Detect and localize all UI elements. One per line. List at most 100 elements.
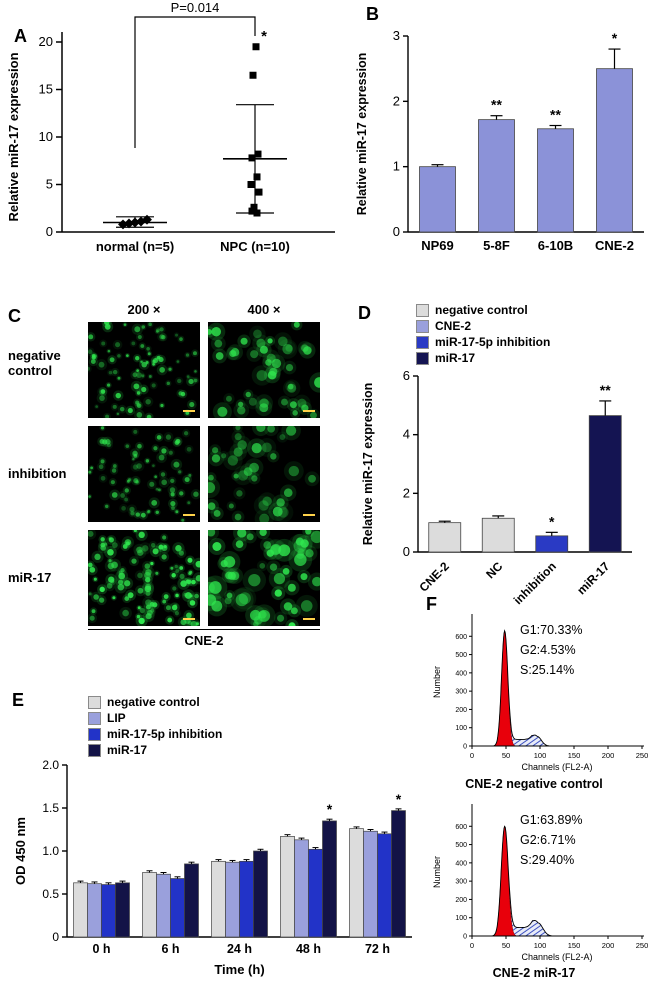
svg-text:6: 6 [403, 368, 410, 383]
svg-text:200: 200 [602, 751, 615, 760]
svg-text:**: ** [600, 382, 611, 398]
svg-text:OD 450 nm: OD 450 nm [13, 817, 28, 885]
svg-text:400: 400 [455, 860, 467, 867]
panel-c-row-label-mir17: miR-17 [8, 570, 52, 585]
svg-text:50: 50 [502, 751, 510, 760]
legend-swatch [416, 352, 429, 365]
legend-label: miR-17-5p inhibition [435, 335, 551, 349]
svg-text:Channels (FL2-A): Channels (FL2-A) [521, 762, 592, 772]
svg-text:4: 4 [403, 427, 410, 442]
svg-text:2: 2 [393, 93, 400, 108]
svg-text:150: 150 [568, 751, 581, 760]
legend-item: LIP [88, 712, 222, 725]
svg-text:100: 100 [455, 915, 467, 922]
legend-item: miR-17 [88, 744, 222, 757]
panel-c-row-label-negative-control: negative control [8, 348, 61, 378]
svg-text:5-8F: 5-8F [483, 238, 510, 253]
svg-text:0.5: 0.5 [42, 887, 59, 901]
svg-text:Relative miR-17 expression: Relative miR-17 expression [361, 383, 375, 546]
svg-text:600: 600 [455, 824, 467, 831]
svg-text:*: * [396, 791, 402, 807]
legend-item: negative control [88, 696, 222, 709]
svg-text:miR-17: miR-17 [574, 559, 612, 597]
svg-text:0: 0 [403, 544, 410, 559]
legend-swatch [88, 744, 101, 757]
svg-text:24 h: 24 h [227, 942, 252, 956]
svg-text:300: 300 [455, 879, 467, 886]
svg-text:200: 200 [455, 707, 467, 714]
panel-c-underline [88, 629, 320, 630]
panel-c-caption: CNE-2 [184, 633, 224, 648]
svg-text:6 h: 6 h [161, 942, 179, 956]
svg-text:50: 50 [502, 941, 510, 950]
legend-label: LIP [107, 711, 126, 725]
micrograph-inhibition-200x [88, 426, 200, 522]
svg-text:**: ** [550, 107, 561, 123]
panel-f-caption-mir17: CNE-2 miR-17 [492, 966, 576, 980]
panel-e-legend: negative control LIP miR-17-5p inhibitio… [88, 696, 222, 757]
svg-text:P=0.014: P=0.014 [171, 0, 220, 15]
panel-c-col-header-400x: 400 × [247, 302, 281, 317]
svg-text:200: 200 [602, 941, 615, 950]
panel-f-caption-negative-control: CNE-2 negative control [465, 777, 603, 791]
svg-text:G1:63.89%: G1:63.89% [520, 813, 583, 827]
svg-text:Time (h): Time (h) [214, 962, 264, 977]
svg-text:S:25.14%: S:25.14% [520, 663, 574, 677]
panel-d-label: D [358, 303, 371, 323]
panel-f-label: F [426, 594, 437, 614]
legend-label: miR-17 [435, 351, 476, 365]
svg-text:**: ** [491, 97, 502, 113]
micrograph-inhibition-400x [208, 426, 320, 522]
svg-text:G2:6.71%: G2:6.71% [520, 833, 576, 847]
svg-text:Channels (FL2-A): Channels (FL2-A) [521, 952, 592, 962]
svg-text:100: 100 [534, 941, 547, 950]
svg-text:250: 250 [636, 751, 649, 760]
svg-text:NC: NC [483, 559, 505, 581]
svg-text:0: 0 [463, 934, 467, 941]
svg-text:1.5: 1.5 [42, 801, 59, 815]
legend-swatch [416, 320, 429, 333]
svg-text:600: 600 [455, 634, 467, 641]
panel-c-col-header-200x: 200 × [127, 302, 161, 317]
svg-text:2.0: 2.0 [42, 758, 59, 772]
svg-text:500: 500 [455, 652, 467, 659]
svg-text:*: * [261, 28, 267, 45]
legend-label: miR-17 [107, 743, 148, 757]
svg-text:10: 10 [39, 129, 53, 144]
legend-swatch [88, 728, 101, 741]
legend-item: miR-17 [416, 352, 550, 365]
svg-text:*: * [549, 513, 555, 529]
legend-swatch [88, 712, 101, 725]
svg-text:100: 100 [455, 725, 467, 732]
svg-text:200: 200 [455, 897, 467, 904]
svg-text:1.0: 1.0 [42, 844, 59, 858]
svg-text:100: 100 [534, 751, 547, 760]
panel-a-chart: 0 5 10 15 20 Relative miR-17 expression normal… [6, 0, 335, 254]
svg-text:300: 300 [455, 689, 467, 696]
panel-f-flow-negative-control: 0 100 200 300 400 500 600 0 50 100 150 200 250 Number… [432, 614, 649, 772]
micrograph-negative-control-200x [88, 322, 200, 418]
svg-text:250: 250 [636, 941, 649, 950]
panel-e-chart: 0 0.5 1.0 1.5 2.0 OD 450 nm 0 h 6 h 24 h 48 h 72 h… [13, 758, 412, 977]
svg-text:inhibition: inhibition [511, 559, 559, 607]
panel-b-label: B [366, 4, 379, 24]
svg-text:NP69: NP69 [421, 238, 454, 253]
svg-text:G2:4.53%: G2:4.53% [520, 643, 576, 657]
panel-d-legend: negative control CNE-2 miR-17-5p inhibit… [416, 304, 550, 365]
legend-label: CNE-2 [435, 319, 472, 333]
svg-text:72 h: 72 h [365, 942, 390, 956]
svg-text:5: 5 [46, 177, 53, 192]
svg-text:1: 1 [393, 159, 400, 174]
svg-text:0: 0 [470, 941, 474, 950]
svg-text:*: * [612, 30, 618, 46]
svg-text:NPC (n=10): NPC (n=10) [220, 239, 290, 254]
legend-label: miR-17-5p inhibition [107, 727, 223, 741]
panel-e-label: E [12, 690, 25, 710]
svg-text:0: 0 [52, 930, 59, 944]
svg-text:3: 3 [393, 28, 400, 43]
legend-swatch [88, 696, 101, 709]
legend-item: miR-17-5p inhibition [88, 728, 222, 741]
svg-text:*: * [327, 801, 333, 817]
svg-text:150: 150 [568, 941, 581, 950]
